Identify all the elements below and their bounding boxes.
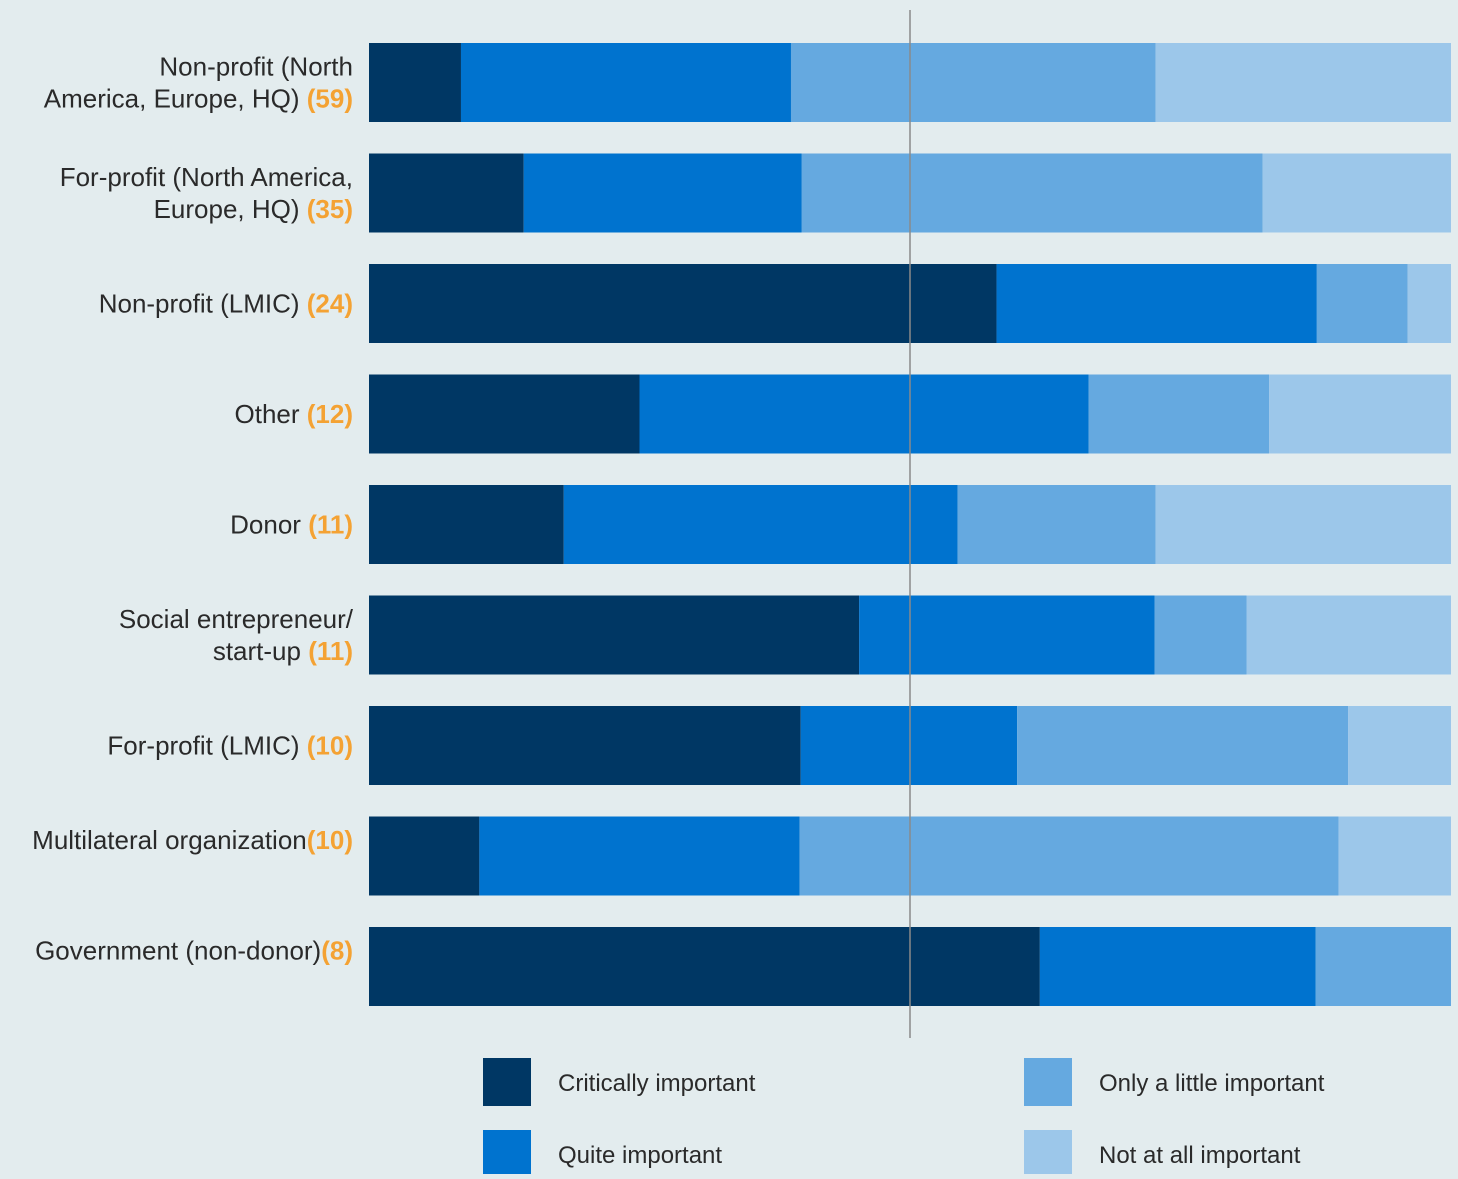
bar-row — [369, 264, 1451, 343]
bar-segment-3 — [1017, 706, 1349, 785]
category-label-line: Multilateral organization — [32, 825, 307, 855]
category-label: For-profit (North America, Europe, HQ) (3… — [60, 162, 353, 224]
bar-segment-1 — [369, 264, 997, 343]
category-count: (10) — [307, 731, 353, 761]
bar-segment-2 — [523, 153, 802, 233]
bar-segment-3 — [957, 485, 1156, 564]
category-label-line: For-profit (North America, — [60, 162, 353, 192]
bar-segment-4 — [1155, 485, 1451, 564]
category-count: (59) — [307, 84, 353, 114]
bar-segment-1 — [369, 374, 640, 454]
category-label-line: For-profit (LMIC) — [107, 731, 306, 761]
bar-segment-1 — [369, 816, 480, 896]
bar-segment-2 — [800, 706, 1018, 785]
bar-segment-2 — [639, 374, 1089, 454]
bar-segment-1 — [369, 927, 1040, 1006]
category-label-line: Other — [235, 399, 307, 429]
legend-item: Not at all important — [1024, 1130, 1301, 1178]
category-label-line: Non-profit (North — [159, 52, 353, 82]
legend-label: Critically important — [558, 1070, 756, 1097]
legend-item: Critically important — [483, 1058, 756, 1106]
category-label-line: Donor — [230, 510, 308, 540]
category-count: (35) — [307, 194, 353, 224]
bar-segment-2 — [1039, 927, 1316, 1006]
bar-segment-1 — [369, 706, 801, 785]
category-count: (8) — [321, 936, 353, 966]
category-count: (10) — [307, 825, 353, 855]
legend-label: Only a little important — [1099, 1070, 1325, 1097]
bar-segment-4 — [1262, 153, 1451, 233]
category-count: (12) — [307, 399, 353, 429]
bar-segment-4 — [1338, 816, 1451, 896]
bar-segment-1 — [369, 43, 461, 122]
bars-layer — [369, 43, 1451, 1006]
bar-segment-4 — [1407, 264, 1451, 343]
bar-segment-3 — [1088, 374, 1270, 454]
legend-label: Not at all important — [1099, 1142, 1301, 1169]
bar-segment-3 — [801, 153, 1263, 233]
legend-swatch — [1024, 1130, 1072, 1178]
bar-segment-3 — [790, 43, 1156, 122]
bar-segment-4 — [1269, 374, 1451, 454]
bar-row — [369, 485, 1451, 564]
legend-swatch — [1024, 1058, 1072, 1106]
bar-segment-1 — [369, 153, 524, 233]
category-label: For-profit (LMIC) (10) — [107, 731, 353, 761]
legend: Critically important Quite important Only … — [483, 1058, 1325, 1178]
category-label-line: Social entrepreneur/ — [119, 604, 354, 634]
category-labels: Non-profit (North America, Europe, HQ) (5… — [32, 52, 354, 966]
bar-segment-2 — [479, 816, 800, 896]
category-count: (11) — [308, 636, 353, 666]
legend-swatch — [483, 1058, 531, 1106]
bar-segment-2 — [460, 43, 791, 122]
bar-row — [369, 153, 1451, 233]
bar-segment-1 — [369, 485, 564, 564]
bar-segment-2 — [859, 595, 1155, 675]
legend-swatch — [483, 1130, 531, 1178]
bar-row — [369, 374, 1451, 454]
category-label-line: start-up — [213, 636, 308, 666]
bar-row — [369, 706, 1451, 785]
category-label-line: Non-profit (LMIC) — [99, 289, 307, 319]
category-label: Other (12) — [235, 399, 354, 429]
category-label-line: America, Europe, HQ) — [44, 84, 307, 114]
bar-segment-3 — [1154, 595, 1247, 675]
category-label: Government (non-donor)(8) — [35, 936, 353, 966]
bar-row — [369, 595, 1451, 675]
bar-segment-2 — [996, 264, 1317, 343]
bar-segment-3 — [1315, 927, 1451, 1006]
bar-row — [369, 43, 1451, 122]
bar-row — [369, 816, 1451, 896]
bar-segment-3 — [799, 816, 1339, 896]
bar-row — [369, 927, 1451, 1006]
category-label: Donor (11) — [230, 510, 353, 540]
bar-segment-2 — [563, 485, 958, 564]
legend-item: Quite important — [483, 1130, 722, 1178]
category-count: (24) — [307, 289, 353, 319]
category-label: Social entrepreneur/start-up (11) — [119, 604, 354, 666]
category-label: Non-profit (LMIC) (24) — [99, 289, 353, 319]
bar-segment-4 — [1348, 706, 1451, 785]
bar-segment-3 — [1316, 264, 1408, 343]
legend-item: Only a little important — [1024, 1058, 1325, 1106]
category-label: Multilateral organization(10) — [32, 825, 353, 855]
bar-segment-4 — [1155, 43, 1451, 122]
bar-segment-1 — [369, 595, 860, 675]
category-count: (11) — [308, 510, 353, 540]
legend-label: Quite important — [558, 1142, 722, 1169]
category-label-line: Government (non-donor) — [35, 936, 321, 966]
category-label-line: Europe, HQ) — [154, 194, 307, 224]
category-label: Non-profit (North America, Europe, HQ) (5… — [44, 52, 353, 114]
bar-segment-4 — [1246, 595, 1451, 675]
